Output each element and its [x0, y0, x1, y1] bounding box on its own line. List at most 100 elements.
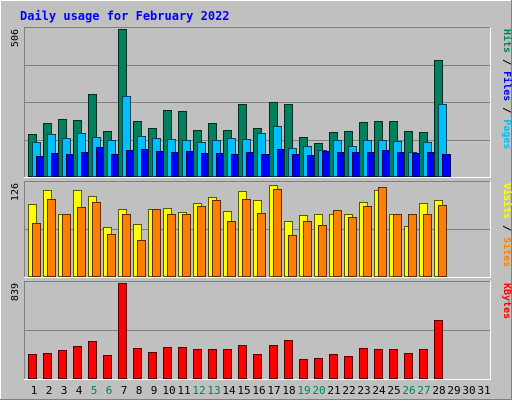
x-tick-label: 24 — [372, 384, 386, 397]
bar-kbytes-day-19 — [299, 359, 308, 379]
bar-kbytes-day-9 — [148, 352, 157, 379]
bar-sites-day-13 — [212, 200, 221, 277]
bar-sites-day-26 — [408, 214, 417, 277]
x-tick-label: 3 — [61, 384, 68, 397]
bar-kbytes-day-22 — [344, 356, 353, 379]
bar-kbytes-day-16 — [253, 354, 262, 379]
legend-part: Visits — [501, 183, 512, 219]
bar-kbytes-day-24 — [374, 349, 383, 379]
bar-sites-day-1 — [32, 223, 41, 277]
x-tick-label: 17 — [267, 384, 280, 397]
panel-visits-sites: 126 Visits / Sites — [10, 181, 512, 278]
legend-part: / — [501, 53, 512, 65]
bar-sites-day-4 — [77, 207, 86, 277]
bar-kbytes-day-12 — [193, 349, 202, 379]
x-tick-label: 22 — [342, 384, 355, 397]
x-tick-label: 10 — [162, 384, 175, 397]
bar-kbytes-day-1 — [28, 354, 37, 379]
x-tick-label: 31 — [477, 384, 490, 397]
bar-pages-day-28 — [442, 154, 451, 177]
bar-sites-day-11 — [182, 214, 191, 277]
x-tick-label: 14 — [222, 384, 236, 397]
bar-sites-day-16 — [257, 213, 266, 277]
bar-kbytes-day-11 — [178, 347, 187, 379]
bar-sites-day-21 — [333, 210, 342, 277]
x-tick-label: 30 — [462, 384, 475, 397]
bar-kbytes-day-27 — [419, 349, 428, 379]
bar-sites-day-19 — [303, 221, 312, 277]
bar-kbytes-day-2 — [43, 353, 52, 379]
x-tick-label: 7 — [121, 384, 128, 397]
bar-kbytes-day-3 — [58, 350, 67, 379]
x-tick-label: 16 — [252, 384, 265, 397]
bar-kbytes-day-14 — [223, 349, 232, 379]
legend-part: KBytes — [501, 283, 512, 319]
x-tick-label: 21 — [327, 384, 340, 397]
bar-sites-day-9 — [152, 209, 161, 277]
bar-kbytes-day-18 — [284, 340, 293, 379]
panel-hits-files-pages: 506 Hits / Files / Pages — [10, 27, 512, 178]
legend-part: Sites — [501, 231, 512, 267]
y-max-label: 506 — [10, 29, 21, 47]
bar-sites-day-24 — [378, 187, 387, 277]
x-tick-label: 15 — [237, 384, 250, 397]
bar-kbytes-day-26 — [404, 353, 413, 379]
x-tick-label: 4 — [76, 384, 83, 397]
bar-sites-day-7 — [122, 214, 131, 277]
bar-sites-day-8 — [137, 240, 146, 277]
x-tick-label: 28 — [432, 384, 445, 397]
legend-part: / — [501, 219, 512, 231]
bar-kbytes-day-13 — [208, 349, 217, 379]
x-tick-label: 18 — [282, 384, 295, 397]
bar-sites-day-10 — [167, 214, 176, 277]
bar-kbytes-day-15 — [238, 345, 247, 379]
legend-part: / — [501, 101, 512, 113]
x-tick-label: 1 — [31, 384, 38, 397]
bar-sites-day-14 — [227, 221, 236, 277]
legend-label: KBytes — [501, 283, 512, 319]
chart-title: Daily usage for February 2022 — [20, 9, 230, 23]
bar-kbytes-day-6 — [103, 355, 112, 379]
x-tick-label: 12 — [192, 384, 205, 397]
bar-kbytes-day-10 — [163, 347, 172, 379]
x-tick-label: 6 — [106, 384, 113, 397]
bar-sites-day-18 — [288, 235, 297, 277]
x-tick-label: 26 — [402, 384, 415, 397]
legend-part: Pages — [501, 113, 512, 149]
x-tick-label: 29 — [447, 384, 460, 397]
bar-kbytes-day-28 — [434, 320, 443, 379]
bar-kbytes-day-23 — [359, 348, 368, 379]
bar-sites-day-27 — [423, 214, 432, 277]
bar-sites-day-20 — [318, 225, 327, 277]
bar-kbytes-day-17 — [269, 345, 278, 379]
x-tick-label: 23 — [357, 384, 370, 397]
bar-kbytes-day-8 — [133, 348, 142, 379]
bar-kbytes-day-20 — [314, 358, 323, 379]
panel-kbytes: 839 KBytes — [10, 281, 512, 380]
x-tick-label: 20 — [312, 384, 325, 397]
x-axis: 1 2 3 4 5 6 7 8 9 10 11 12 13 14 15 16 17 18 19 20 21 22 23 24 2… — [31, 384, 491, 397]
bar-sites-day-23 — [363, 206, 372, 277]
x-tick-label: 11 — [177, 384, 190, 397]
x-tick-label: 25 — [387, 384, 400, 397]
bar-sites-day-6 — [107, 234, 116, 277]
bar-sites-day-15 — [242, 199, 251, 277]
x-tick-label: 13 — [207, 384, 220, 397]
y-max-label: 126 — [10, 183, 21, 201]
legend-label: Visits / Sites — [501, 183, 512, 267]
bar-sites-day-28 — [438, 205, 447, 277]
y-max-label: 839 — [10, 283, 21, 301]
x-tick-label: 9 — [151, 384, 158, 397]
bar-sites-day-3 — [62, 214, 71, 277]
bar-sites-day-17 — [273, 189, 282, 277]
bar-sites-day-5 — [92, 202, 101, 277]
bar-kbytes-day-21 — [329, 354, 338, 379]
x-tick-label: 27 — [417, 384, 430, 397]
bar-sites-day-22 — [348, 217, 357, 277]
bar-kbytes-day-5 — [88, 341, 97, 379]
bar-sites-day-2 — [47, 199, 56, 277]
bar-sites-day-25 — [393, 214, 402, 277]
bar-sites-day-12 — [197, 206, 206, 277]
